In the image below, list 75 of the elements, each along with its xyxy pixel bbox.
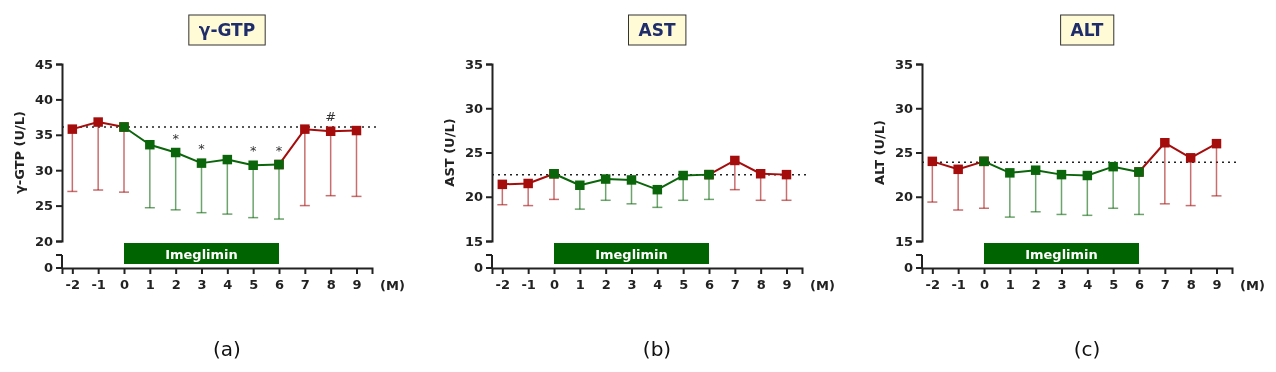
x-tick-label: 6 (1134, 276, 1145, 292)
y-tick-label: 25 (894, 145, 913, 161)
x-axis-title: (M) (1240, 278, 1265, 293)
x-tick-label: 5 (679, 276, 689, 292)
x-tick-label: 0 (549, 276, 560, 292)
x-tick-label: 1 (145, 276, 155, 292)
y-axis-title: ALT (U/L) (872, 119, 887, 186)
y-tick-label: 35 (894, 56, 913, 72)
annotation: # (325, 109, 337, 125)
x-tick-label: -2 (925, 276, 941, 292)
y-tick-label: 20 (464, 189, 483, 205)
y-tick-label: 35 (34, 127, 53, 143)
x-tick-label: 6 (704, 276, 715, 292)
x-tick-label: 3 (1057, 276, 1067, 292)
y-tick-label: 15 (464, 233, 483, 249)
y-tick-label: 25 (34, 198, 53, 214)
x-tick-label: 1 (575, 276, 585, 292)
text: 0 (473, 260, 483, 275)
x-tick-label: 3 (197, 276, 207, 292)
annotation: * (275, 142, 283, 158)
text: Imeglimin (595, 246, 668, 262)
x-tick-label: 7 (300, 276, 310, 292)
annotation: * (249, 143, 257, 159)
x-axis-title: (M) (380, 278, 405, 293)
text: (c) (1073, 337, 1101, 361)
text: 0 (43, 260, 53, 275)
text: Imeglimin (165, 246, 238, 262)
x-tick-label: -1 (951, 276, 966, 292)
annotation: * (198, 141, 206, 157)
y-tick-label: 20 (894, 189, 913, 205)
x-tick-label: 3 (627, 276, 637, 292)
y-tick-label: 15 (894, 233, 913, 249)
x-tick-label: 0 (119, 276, 130, 292)
x-tick-label: -2 (495, 276, 511, 292)
text: 0 (903, 260, 913, 275)
x-tick-label: -1 (521, 276, 536, 292)
text: (a) (213, 337, 241, 361)
x-tick-label: 7 (1160, 276, 1170, 292)
y-tick-label: 30 (894, 100, 913, 116)
x-tick-label: 5 (1109, 276, 1119, 292)
x-tick-label: 5 (249, 276, 259, 292)
y-tick-label: 40 (34, 92, 53, 108)
x-tick-label: 4 (1083, 276, 1093, 292)
annotation: * (172, 130, 180, 146)
y-axis-title: AST (U/L) (442, 118, 457, 187)
x-tick-label: 8 (326, 276, 336, 292)
x-tick-label: 6 (274, 276, 285, 292)
x-tick-label: 4 (653, 276, 663, 292)
x-tick-label: 7 (730, 276, 740, 292)
chart-title: γ-GTP (198, 20, 256, 40)
y-tick-label: 30 (34, 162, 53, 178)
y-tick-label: 35 (464, 56, 483, 72)
x-tick-label: 0 (979, 276, 990, 292)
text: Imeglimin (1025, 246, 1098, 262)
x-tick-label: -1 (91, 276, 106, 292)
y-tick-label: 20 (34, 233, 53, 249)
x-tick-label: 9 (1212, 276, 1222, 292)
x-tick-label: 2 (171, 276, 181, 292)
x-tick-label: 2 (601, 276, 611, 292)
x-tick-label: 9 (782, 276, 792, 292)
y-tick-label: 30 (464, 100, 483, 116)
chart-title: AST (638, 20, 676, 40)
x-tick-label: 8 (1186, 276, 1196, 292)
x-tick-label: -2 (65, 276, 81, 292)
x-tick-label: 8 (756, 276, 766, 292)
chart-title: ALT (1070, 20, 1104, 40)
text: (b) (642, 337, 672, 361)
y-axis-title: γ-GTP (U/L) (12, 110, 27, 195)
y-tick-label: 45 (34, 56, 53, 72)
x-tick-label: 9 (352, 276, 362, 292)
x-tick-label: 4 (223, 276, 233, 292)
x-axis-title: (M) (810, 278, 835, 293)
x-tick-label: 2 (1031, 276, 1041, 292)
x-tick-label: 1 (1005, 276, 1015, 292)
y-tick-label: 25 (464, 145, 483, 161)
